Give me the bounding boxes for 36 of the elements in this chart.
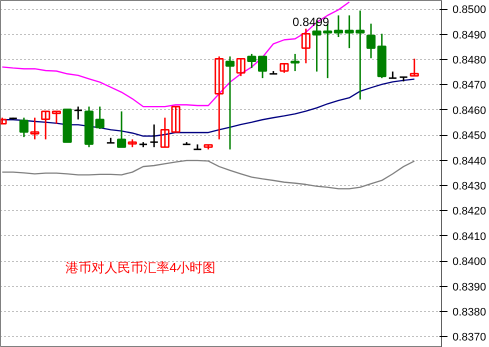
candlestick [301, 28, 310, 64]
candlestick [258, 56, 268, 79]
candlestick [236, 58, 246, 77]
candlestick [290, 53, 300, 72]
candlestick [41, 110, 50, 140]
y-tick-label: 0.8450 [452, 130, 486, 142]
candlestick [52, 110, 62, 124]
candlestick [214, 56, 224, 140]
candlestick [95, 106, 104, 130]
text: 港币对人民币汇率4小时图 [66, 260, 216, 275]
y-tick-label: 0.8420 [452, 206, 486, 218]
candlestick [247, 53, 256, 69]
y-tick-label: 0.8470 [452, 80, 486, 92]
y-tick-label: 0.8390 [452, 281, 486, 294]
y-tick-label: 0.8500 [452, 4, 486, 16]
candlestick [19, 116, 28, 138]
y-tick-label: 0.8460 [452, 104, 486, 117]
candlestick [334, 14, 344, 38]
candlestick [410, 58, 419, 77]
candlestick [150, 124, 159, 148]
candlestick [280, 63, 289, 74]
y-tick-label: 0.8480 [452, 54, 486, 66]
y-tick-label: 0.8370 [452, 332, 486, 344]
line-series [2, 1, 350, 108]
candlestick [225, 56, 235, 150]
candlestick [388, 70, 398, 79]
candlestick [30, 116, 40, 140]
y-tick-label: 0.8440 [452, 155, 486, 168]
y-tick-label: 0.8380 [452, 306, 486, 318]
candlestick [74, 106, 83, 120]
candlestick [116, 110, 126, 148]
y-tick-label: 0.8410 [452, 230, 486, 243]
y-tick-label: 0.8430 [452, 180, 486, 192]
candlestick [366, 22, 376, 59]
y-tick-label: 0.8490 [452, 29, 486, 42]
y-tick-label: 0.8400 [452, 256, 486, 268]
